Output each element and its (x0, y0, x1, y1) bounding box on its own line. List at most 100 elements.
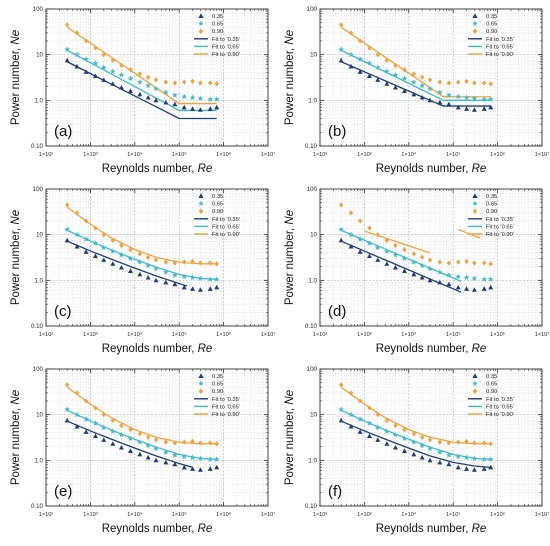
plot-area (320, 189, 542, 326)
data-point-diamond (153, 437, 159, 443)
y-tick-label: 1.0 (308, 277, 317, 284)
data-point-diamond (208, 440, 213, 446)
x-axis-label-text: Reynolds number, (102, 523, 198, 535)
y-axis-label: Power number, Ne (10, 390, 22, 485)
data-point-triangle (384, 441, 390, 446)
data-point-diamond (464, 78, 469, 84)
legend-label: Fit to '0.65' (486, 44, 514, 50)
y-axis-label: Power number, Ne (284, 390, 296, 485)
data-point-star (162, 449, 169, 455)
x-tick-label: 1×10⁷ (535, 331, 550, 338)
data-point-triangle (118, 265, 124, 270)
plot-frame (45, 188, 269, 327)
data-point-star (74, 411, 80, 418)
data-point-diamond (411, 251, 417, 257)
data-point-diamond (110, 57, 116, 63)
legend-label: 0.65 (486, 22, 497, 28)
data-point-triangle (427, 457, 433, 463)
data-point-diamond (446, 80, 452, 86)
data-point-star (445, 272, 452, 278)
data-point-star (410, 79, 417, 85)
legend-marker-star (198, 380, 204, 386)
data-point-triangle (366, 73, 372, 79)
x-axis-label: Reynolds number, Re (102, 163, 213, 175)
data-point-triangle (214, 284, 220, 290)
data-point-star (100, 424, 107, 431)
legend-marker-triangle (472, 13, 478, 19)
data-point-star (471, 275, 478, 281)
data-point-triangle (402, 268, 407, 273)
data-point-triangle (163, 279, 169, 285)
data-point-triangle (446, 281, 452, 287)
fit-line (66, 386, 217, 445)
data-point-star (213, 456, 220, 462)
panel-a: 1×10² 1×10³ 1×10⁴ 1×10⁵ 1×10⁶ 1×10⁷ 100 10 1.0 0.… (10, 6, 275, 175)
legend-label: Fit to '0.90' (212, 52, 240, 58)
data-point-star (189, 94, 196, 101)
data-point-star (197, 95, 204, 101)
data-point-diamond (214, 81, 219, 87)
data-point-star (136, 79, 143, 85)
data-point-star (162, 269, 169, 275)
data-point-diamond (101, 412, 106, 418)
x-axis-label-symbol: Re (198, 163, 213, 175)
data-point-diamond (163, 79, 169, 85)
y-axis-label-text: Power number, (284, 225, 296, 306)
data-point-star (338, 406, 345, 412)
x-axis-label-text: Reynolds number, (376, 163, 472, 175)
data-point-triangle (137, 451, 143, 457)
data-point-triangle (163, 99, 169, 105)
data-point-diamond (375, 52, 380, 58)
y-axis-label-symbol: Ne (284, 30, 296, 45)
data-point-triangle (488, 284, 494, 290)
data-point-star (374, 424, 381, 431)
data-point-triangle (411, 271, 417, 277)
data-point-triangle (190, 286, 196, 291)
y-axis-label-symbol: Ne (10, 390, 22, 405)
legend-marker-triangle (472, 193, 478, 199)
data-point-triangle (384, 261, 390, 266)
data-point-triangle (83, 429, 89, 434)
data-point-diamond (472, 80, 477, 86)
data-point-diamond (427, 77, 433, 83)
data-point-star (145, 262, 152, 269)
fit-line (66, 49, 217, 112)
data-point-star (481, 276, 488, 282)
y-axis-label: Power number, Ne (284, 30, 296, 125)
x-tick-label: 1×10² (313, 152, 328, 158)
legend-label: Fit to '0.90' (486, 232, 514, 238)
data-point-triangle (110, 441, 116, 446)
data-point-diamond (64, 22, 70, 28)
legend-marker-diamond (198, 208, 204, 214)
data-point-star (383, 248, 390, 254)
data-point-diamond (163, 259, 169, 265)
data-point-triangle (437, 459, 443, 465)
data-point-triangle (197, 287, 203, 292)
data-point-star (357, 236, 364, 242)
data-point-diamond (93, 405, 98, 411)
y-tick-label: 100 (33, 6, 44, 13)
x-tick-label: 1×10⁶ (216, 151, 231, 158)
data-point-diamond (182, 259, 187, 265)
data-point-triangle (64, 417, 70, 423)
x-tick-label: 1×10⁷ (535, 151, 550, 158)
data-point-triangle (411, 91, 417, 97)
data-point-diamond (172, 260, 178, 266)
y-tick-label: 100 (33, 186, 44, 193)
data-point-diamond (198, 260, 203, 266)
data-point-diamond (437, 259, 443, 265)
y-tick-label: 0.10 (305, 323, 318, 330)
fit-line (66, 420, 193, 469)
data-point-triangle (145, 454, 151, 460)
data-point-triangle (437, 99, 443, 105)
data-point-triangle (357, 69, 363, 74)
x-axis-label-text: Reynolds number, (102, 163, 198, 175)
data-point-triangle (118, 445, 124, 450)
x-tick-label: 1×10⁶ (490, 151, 505, 158)
x-tick-label: 1×10⁵ (172, 511, 187, 518)
y-tick-label: 10 (310, 412, 317, 419)
data-point-diamond (119, 62, 124, 69)
legend-marker-star (472, 200, 478, 206)
x-tick-label: 1×10⁷ (261, 511, 276, 518)
data-point-star (197, 455, 204, 461)
